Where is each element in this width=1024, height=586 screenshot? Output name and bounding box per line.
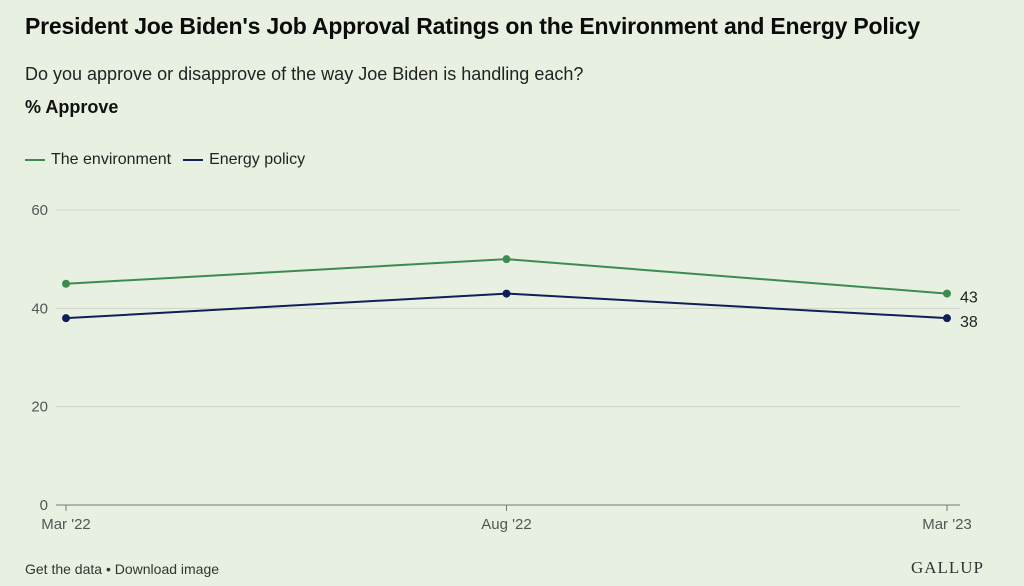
y-tick-label: 40 [31,300,48,317]
data-point-environment [502,255,511,264]
data-point-environment [943,289,951,298]
y-tick-label: 60 [31,202,48,219]
legend: The environment Energy policy [25,151,317,169]
legend-item-environment: The environment [25,151,171,169]
data-point-energy [943,314,951,323]
measure-label: % Approve [25,97,119,117]
data-point-environment [62,279,70,288]
gallup-logo: GALLUP [910,558,984,577]
y-tick-label: 0 [40,497,48,514]
x-tick-label: Mar '22 [41,516,91,533]
data-point-energy [62,314,70,323]
end-value-label-energy: 38 [960,314,978,331]
chart-title: President Joe Biden's Job Approval Ratin… [25,13,920,39]
legend-label-environment: The environment [51,151,172,168]
end-value-label-environment: 43 [960,290,978,307]
chart-subtitle: Do you approve or disapprove of the way … [25,64,584,84]
x-tick-label: Mar '23 [922,516,972,533]
footer-separator: • [105,561,111,577]
legend-swatch-environment [25,159,45,161]
series-line-environment [65,258,948,295]
get-data-link[interactable]: Get the data [25,561,103,577]
footer-links: Get the data • Download image [25,561,219,577]
data-point-energy [502,289,511,298]
download-image-link[interactable]: Download image [114,561,220,577]
y-tick-label: 20 [31,399,48,416]
legend-label-energy: Energy policy [209,151,306,168]
x-tick-label: Aug '22 [481,516,531,533]
legend-item-energy: Energy policy [183,151,305,169]
legend-swatch-energy [183,159,204,161]
